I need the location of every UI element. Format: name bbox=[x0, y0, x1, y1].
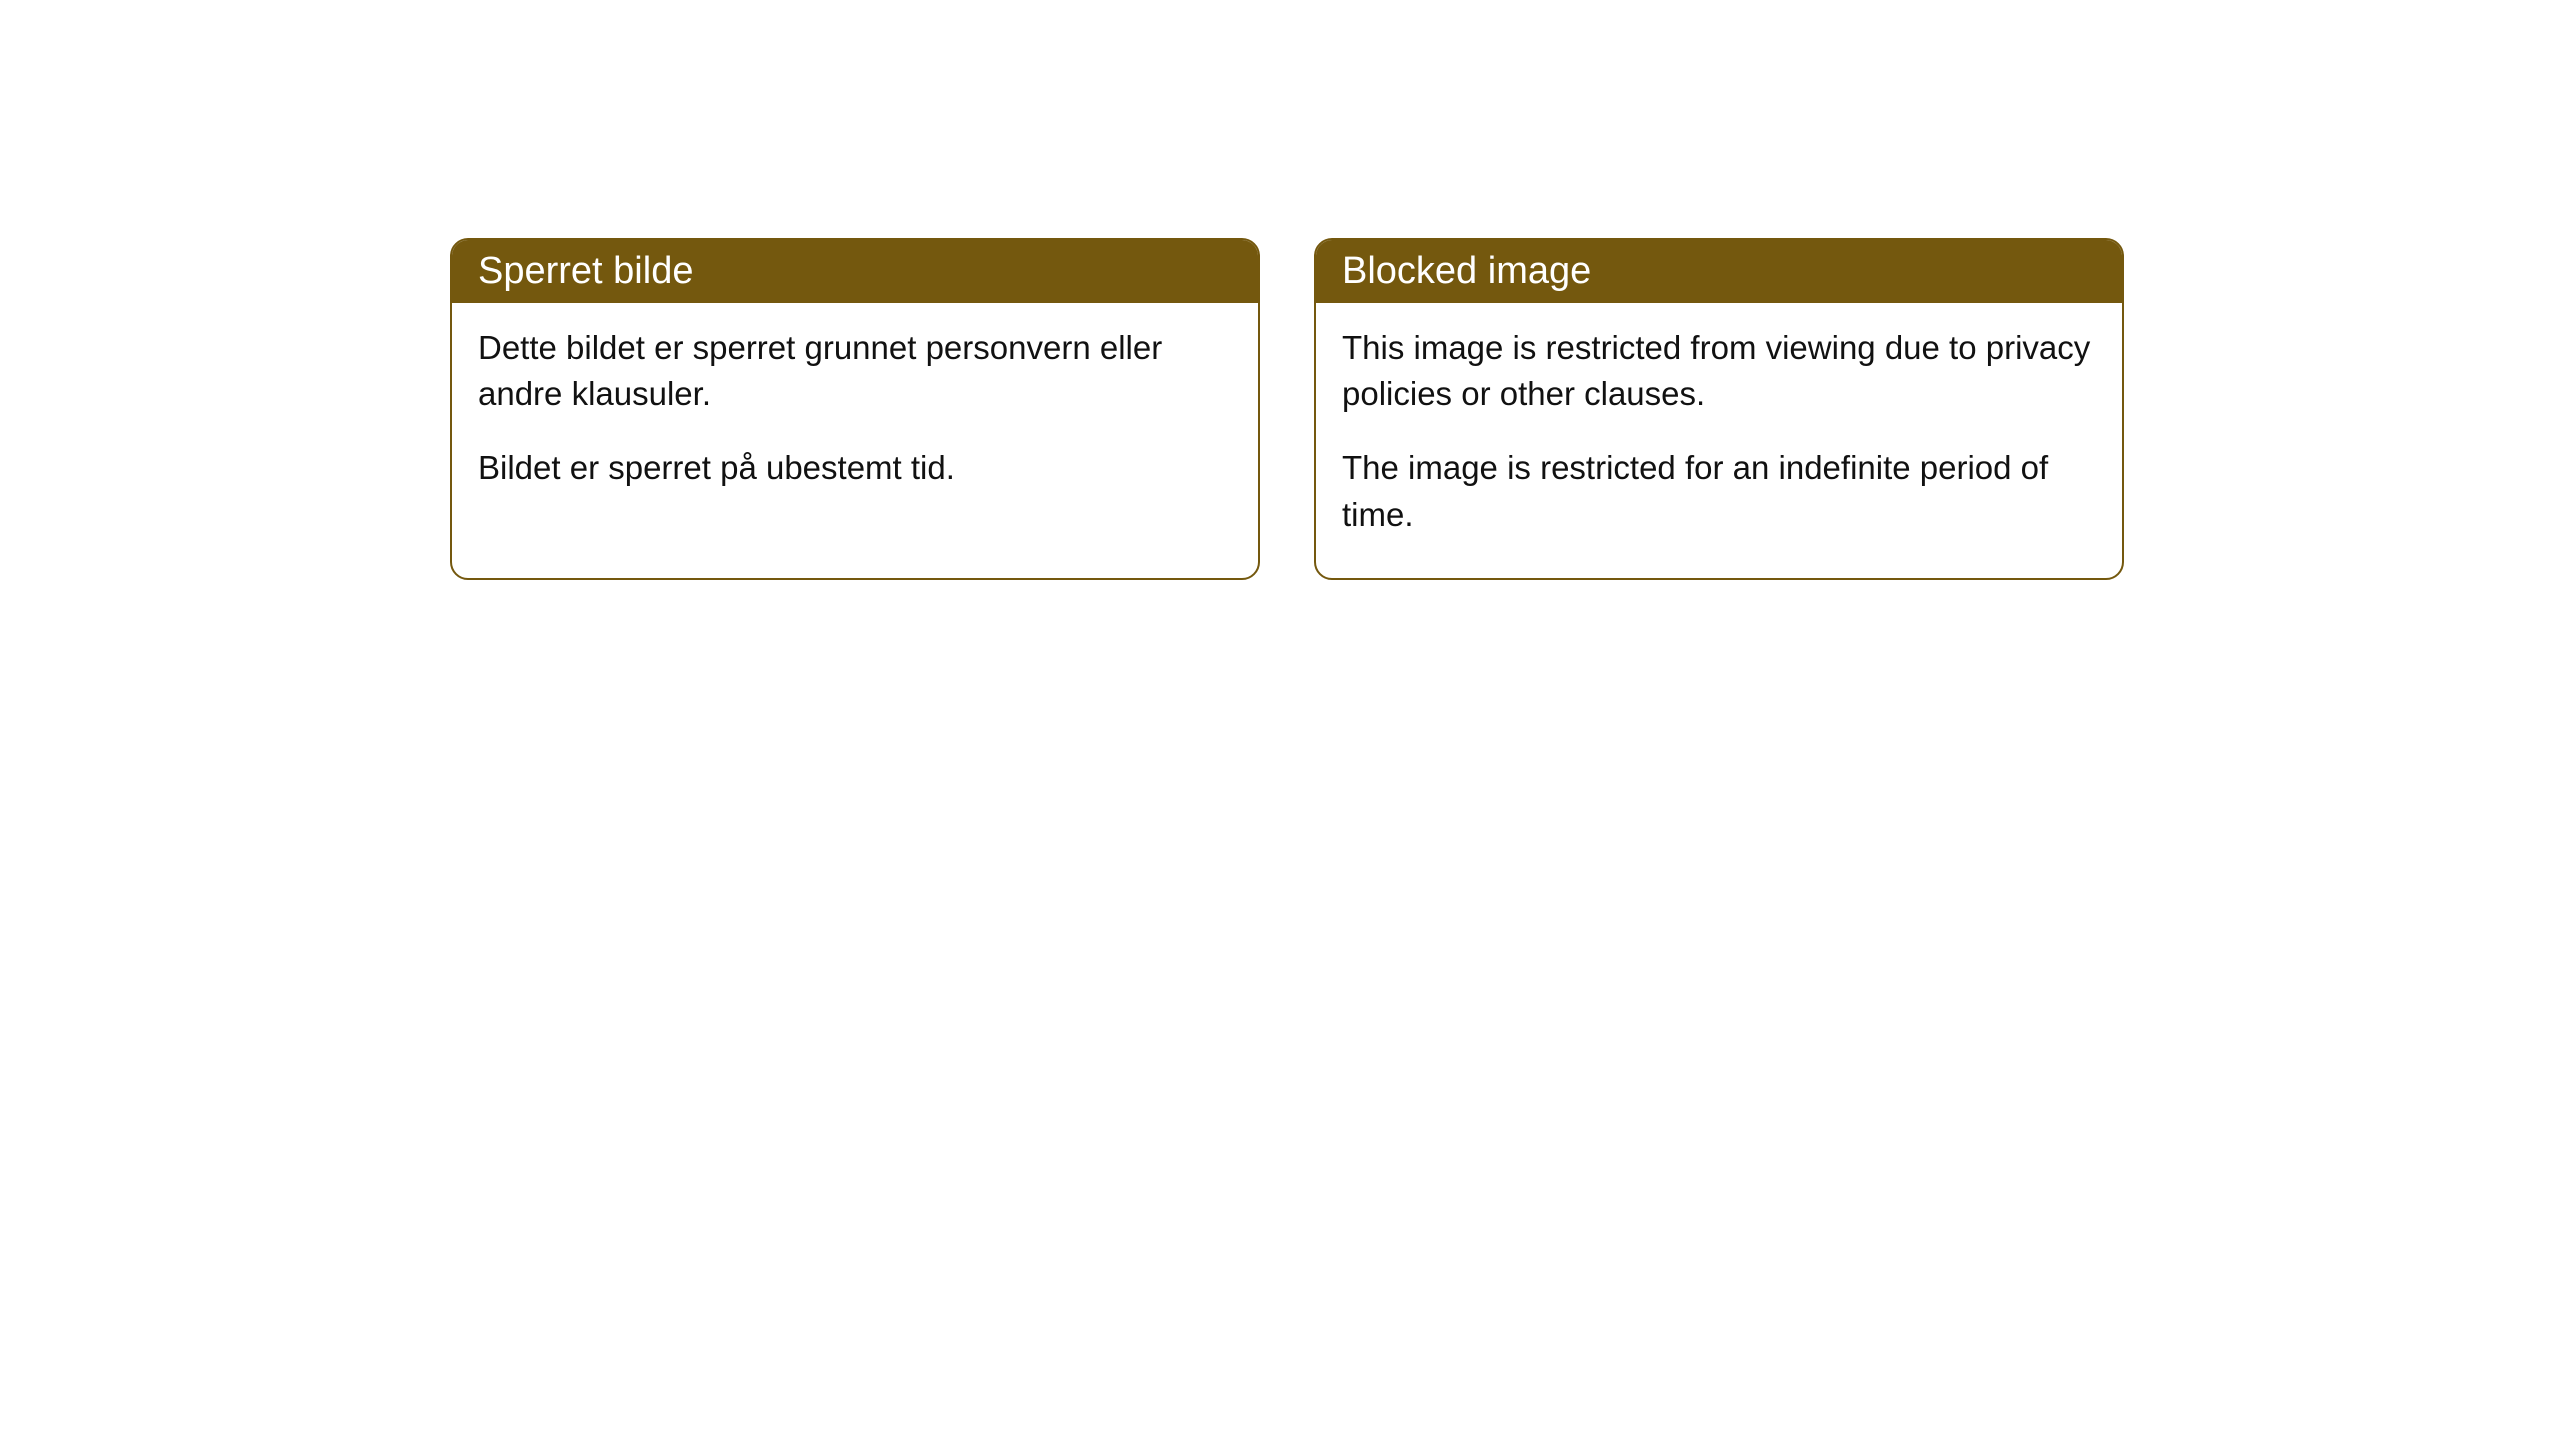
card-text-en-1: This image is restricted from viewing du… bbox=[1342, 325, 2096, 417]
cards-container: Sperret bilde Dette bildet er sperret gr… bbox=[450, 238, 2124, 580]
card-body-en: This image is restricted from viewing du… bbox=[1316, 303, 2122, 578]
card-text-no-2: Bildet er sperret på ubestemt tid. bbox=[478, 445, 1232, 491]
blocked-image-card-en: Blocked image This image is restricted f… bbox=[1314, 238, 2124, 580]
blocked-image-card-no: Sperret bilde Dette bildet er sperret gr… bbox=[450, 238, 1260, 580]
card-text-en-2: The image is restricted for an indefinit… bbox=[1342, 445, 2096, 537]
card-text-no-1: Dette bildet er sperret grunnet personve… bbox=[478, 325, 1232, 417]
card-header-en: Blocked image bbox=[1316, 240, 2122, 303]
card-body-no: Dette bildet er sperret grunnet personve… bbox=[452, 303, 1258, 532]
card-header-no: Sperret bilde bbox=[452, 240, 1258, 303]
